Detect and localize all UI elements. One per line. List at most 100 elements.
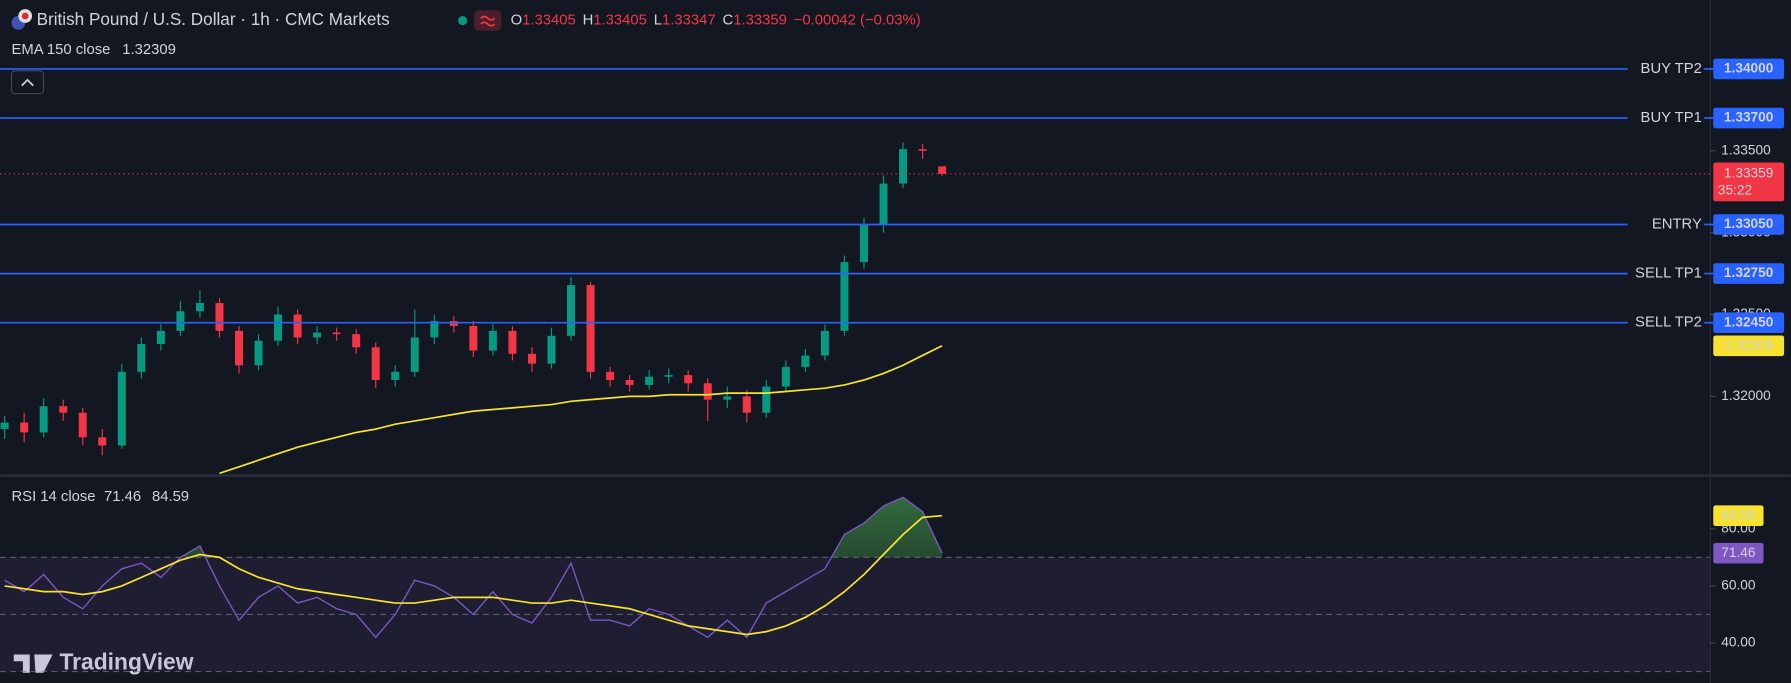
level-price: 1.32450 — [1724, 314, 1774, 329]
ohlc-key: L — [654, 12, 662, 28]
candle-body — [469, 325, 478, 351]
ema-legend-name: EMA 150 close — [11, 42, 110, 58]
level-price: 1.33700 — [1724, 110, 1774, 125]
candle-body — [195, 303, 204, 312]
symbol-title: British Pound / U.S. Dollar · 1h · CMC M… — [37, 9, 390, 29]
level-price: 1.32750 — [1724, 265, 1774, 280]
candle-body — [781, 366, 790, 387]
countdown: 35:22 — [1718, 183, 1752, 198]
level-name: SELL TP1 — [1635, 266, 1702, 282]
candle-body — [313, 332, 322, 338]
symbol-icon — [11, 9, 33, 30]
candle-body — [20, 422, 29, 433]
candle-body — [820, 330, 829, 356]
price-tag — [1713, 162, 1785, 202]
ohlc-key: C — [723, 12, 734, 28]
rsi-ma-legend-value: 84.59 — [152, 489, 189, 505]
candle-body — [215, 303, 224, 331]
candle-body — [332, 332, 341, 335]
candle-body — [879, 183, 888, 225]
ohlc-value: 1.33405 — [522, 12, 576, 28]
market-status[interactable] — [458, 15, 468, 26]
overbought-fill — [4, 497, 943, 558]
level-name: BUY TP2 — [1641, 61, 1702, 77]
candle-body — [664, 375, 673, 377]
level-name: ENTRY — [1652, 216, 1702, 232]
rsi-ma-line — [4, 514, 943, 636]
candle-body — [527, 353, 536, 364]
ema-tag-label: 1.32309 — [1724, 337, 1773, 352]
candle-body — [39, 406, 48, 433]
candle-body — [586, 285, 595, 372]
rsi-tick-label: 60.00 — [1721, 578, 1756, 593]
candle-body — [899, 149, 908, 184]
level-price: 1.34000 — [1724, 61, 1774, 76]
rsi-tag-label: 84.59 — [1721, 507, 1755, 522]
candle-body — [59, 406, 68, 413]
ohlc-value: 1.33405 — [593, 12, 647, 28]
candle-body — [176, 311, 185, 331]
ohlc-key: O — [511, 12, 523, 28]
candle-body — [78, 412, 87, 438]
candle-body — [547, 335, 556, 364]
candle-body — [371, 347, 380, 381]
brand-name: TradingView — [59, 649, 193, 675]
y-tick-label: 1.33500 — [1721, 142, 1771, 157]
level-name: BUY TP1 — [1641, 110, 1702, 126]
candle-body — [567, 285, 576, 336]
candle-body — [703, 383, 712, 400]
data-badge[interactable] — [474, 10, 502, 31]
candle-body — [254, 340, 263, 366]
candle-body — [98, 437, 107, 446]
level-tag — [1713, 312, 1785, 333]
rsi-legend-name: RSI 14 close — [11, 489, 95, 505]
ohlc-value: 1.33347 — [662, 12, 716, 28]
candle-body — [488, 330, 497, 351]
rsi-line — [4, 496, 943, 639]
badge-icon — [480, 15, 496, 27]
candle-body — [235, 330, 243, 366]
level-name: SELL TP2 — [1635, 315, 1702, 331]
candle-body — [840, 262, 849, 331]
candle-body — [645, 376, 654, 385]
candle-body — [762, 386, 771, 413]
ohlc-key: H — [583, 12, 594, 28]
candle-body — [742, 396, 751, 413]
ema-tag — [1713, 335, 1785, 357]
level-tag — [1713, 107, 1785, 129]
candle-body — [156, 330, 165, 344]
candle-body — [801, 355, 810, 367]
rsi-tag-label: 71.46 — [1721, 545, 1756, 560]
candle-body — [430, 321, 439, 338]
collapse-button[interactable] — [10, 70, 45, 95]
level-tag — [1713, 58, 1785, 80]
rsi-legend-value: 71.46 — [104, 489, 141, 505]
level-tag — [1713, 214, 1785, 235]
candle-body — [117, 371, 126, 446]
candle-body — [352, 334, 361, 348]
brand-logo — [13, 654, 53, 673]
ema-line — [219, 345, 943, 475]
candle-body — [918, 149, 927, 151]
candle-body — [625, 380, 634, 385]
candle-body — [137, 343, 146, 372]
candle-body — [938, 166, 947, 174]
ema-legend-value: 1.32309 — [122, 42, 176, 58]
rsi-tag — [1713, 542, 1764, 564]
candle-body — [508, 330, 517, 354]
ohlc-value: 1.33359 — [733, 12, 787, 28]
y-tick-label: 1.32000 — [1721, 388, 1771, 403]
candle-body — [293, 314, 302, 338]
rsi-tick-label: 40.00 — [1721, 635, 1756, 650]
level-tag — [1713, 263, 1785, 284]
ohlc-legend: O1.33405 H1.33405 L1.33347 C1.33359 −0.00042… — [511, 12, 921, 28]
change-value: −0.00042 (−0.03%) — [794, 12, 921, 28]
level-price: 1.33050 — [1724, 216, 1774, 231]
candle-body — [606, 371, 615, 381]
candle-body — [274, 314, 283, 341]
candle-body — [410, 337, 419, 372]
candle-body — [859, 224, 868, 263]
price-tag-label: 1.33359 — [1724, 166, 1773, 181]
